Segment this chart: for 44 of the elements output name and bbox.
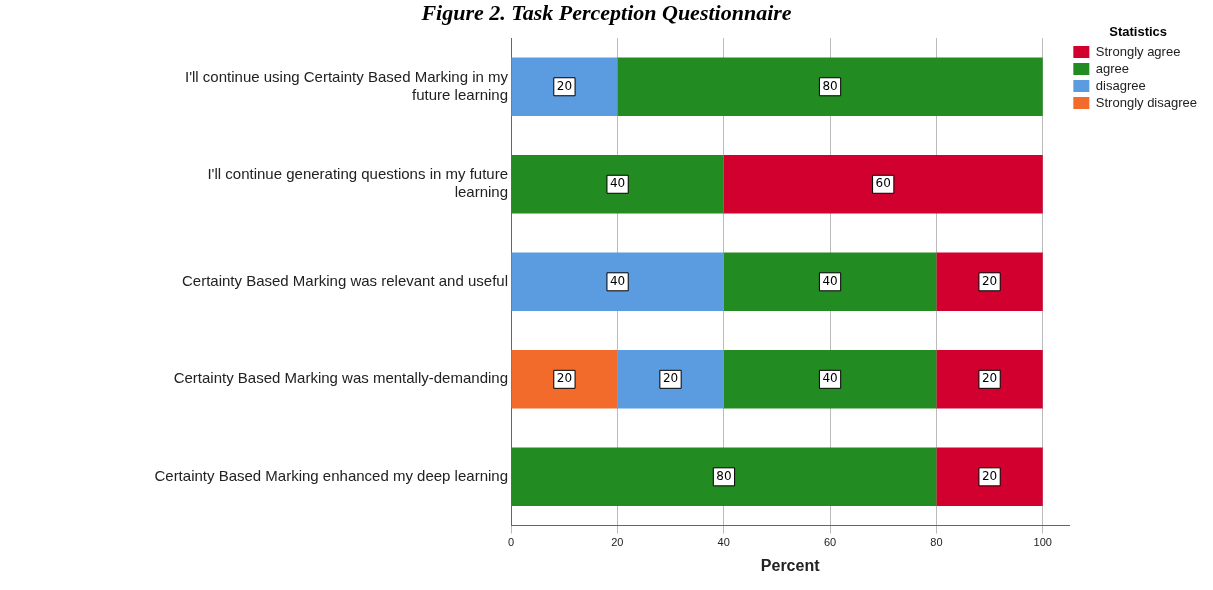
bar — [936, 447, 1043, 507]
data-label: 40 — [822, 273, 838, 288]
data-label: 20 — [556, 78, 573, 93]
bar — [617, 57, 1043, 117]
data-label: 20 — [556, 371, 573, 386]
x-tick-label: 20 — [611, 536, 624, 549]
data-label: 80 — [716, 468, 732, 483]
y-tick-label: I'll continue generating questions in my future learning — [207, 165, 508, 201]
data-label: 40 — [822, 371, 838, 386]
y-tick-label: Certainty Based Marking was mentally-demanding — [173, 369, 508, 387]
data-label: 20 — [981, 371, 998, 386]
x-tick-label: 100 — [1033, 536, 1052, 549]
x-tick-label: 0 — [507, 536, 515, 549]
chart-title: Figure 2. Task Perception Questionnaire — [420, 0, 793, 26]
x-tick-label: 40 — [717, 536, 730, 549]
x-tick-label: 60 — [823, 536, 837, 549]
y-tick-label: Certainty Based Marking was relevant and useful — [181, 271, 508, 289]
data-label: 40 — [609, 273, 626, 288]
x-tick-label: 80 — [930, 536, 943, 549]
bar — [723, 252, 937, 312]
bar — [511, 252, 724, 312]
y-tick-label: I'll continue using Certainty Based Marking in my future learning — [184, 67, 509, 103]
y-tick-label: Certainty Based Marking enhanced my deep learning — [154, 466, 508, 484]
bar — [511, 155, 724, 214]
legend-label: agree — [1095, 60, 1130, 76]
bar — [511, 447, 937, 507]
legend-title: Statistics — [1109, 24, 1168, 40]
bar — [511, 57, 618, 117]
legend-label: disagree — [1095, 77, 1146, 93]
bar — [936, 252, 1043, 312]
data-label: 20 — [981, 468, 998, 483]
x-axis-title: Percent — [760, 556, 821, 574]
data-label: 80 — [822, 78, 838, 93]
data-label: 20 — [981, 273, 998, 288]
bar — [723, 155, 1043, 214]
legend-label: Strongly agree — [1095, 43, 1181, 59]
legend-label: Strongly disagree — [1095, 94, 1197, 110]
bar — [617, 350, 724, 409]
bar — [511, 350, 618, 409]
bar — [936, 350, 1043, 409]
data-label: 60 — [875, 176, 891, 191]
data-label: 40 — [609, 176, 626, 191]
data-label: 20 — [662, 371, 679, 386]
bar — [723, 350, 937, 409]
